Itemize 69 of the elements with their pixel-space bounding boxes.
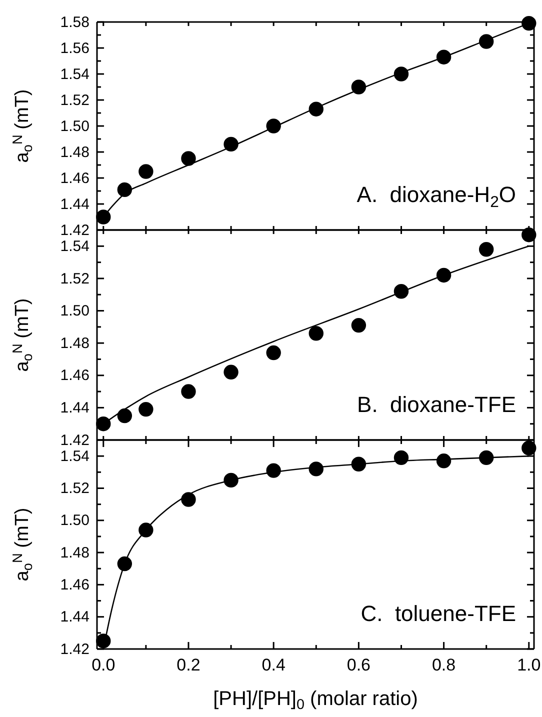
point <box>266 345 281 360</box>
y-tick-label: 1.50 <box>60 118 90 135</box>
x-tick-label: 0.8 <box>432 656 456 675</box>
y-tick-label: 1.42 <box>60 640 90 658</box>
y-tick-label: 1.48 <box>60 544 90 562</box>
y-tick-label: 1.48 <box>60 334 90 352</box>
point <box>522 228 536 242</box>
x-axis-title: [PH]/[PH]$_{0}$ (molar ratio) <box>213 688 418 714</box>
y-tick-label: 1.44 <box>60 196 90 213</box>
y-tick-label: 1.42 <box>60 222 90 239</box>
y-tick-label: 1.58 <box>60 14 90 31</box>
y-tick-label: 1.46 <box>60 576 90 594</box>
y-tick-label: 1.44 <box>60 608 90 626</box>
point <box>117 182 132 198</box>
point <box>436 454 452 468</box>
x-tick-label: 1.0 <box>517 656 541 675</box>
point <box>224 364 238 380</box>
point <box>181 492 196 507</box>
y-tick-label: 1.46 <box>60 170 90 187</box>
point <box>351 456 366 472</box>
point <box>138 402 154 417</box>
point <box>478 34 494 49</box>
y-tick-label: 1.54 <box>60 66 90 83</box>
x-tick-label: 0.2 <box>176 656 200 675</box>
point <box>117 408 132 424</box>
point <box>117 556 132 572</box>
point <box>266 463 281 478</box>
y-tick-label: 1.54 <box>60 448 90 465</box>
point <box>96 416 111 432</box>
point <box>436 50 452 64</box>
point <box>351 318 366 333</box>
point <box>394 284 409 299</box>
point <box>394 66 409 82</box>
y-tick-label: 1.52 <box>60 270 90 288</box>
x-tick-label: 0.0 <box>92 656 116 675</box>
point <box>308 462 324 476</box>
y-tick-label: 1.48 <box>60 144 90 161</box>
point <box>308 102 324 116</box>
point <box>138 164 154 179</box>
point <box>308 326 324 341</box>
point <box>522 440 536 456</box>
point <box>436 268 452 283</box>
annotation: A. dioxane-H$_{2}$O <box>356 182 516 211</box>
annotation: C. toluene-TFE <box>360 601 516 626</box>
y-tick-label: 1.50 <box>60 302 90 320</box>
point <box>522 16 536 31</box>
point <box>96 634 111 648</box>
x-tick-label: 0.4 <box>262 656 286 675</box>
annotation: B. dioxane-TFE <box>357 392 516 417</box>
point <box>478 450 494 466</box>
y-tick-label: 1.44 <box>60 399 90 416</box>
point <box>266 118 281 134</box>
y-tick-label: 1.50 <box>60 512 90 530</box>
point <box>138 522 154 538</box>
point <box>478 242 494 257</box>
y-tick-label: 1.46 <box>60 367 90 384</box>
point <box>181 151 196 166</box>
point <box>394 450 409 466</box>
x-tick-label: 0.6 <box>346 656 371 675</box>
point <box>224 472 238 488</box>
point <box>224 136 238 152</box>
y-tick-label: 1.52 <box>60 480 90 498</box>
y-tick-label: 1.54 <box>60 238 90 255</box>
point <box>96 210 111 224</box>
point <box>351 80 366 94</box>
y-tick-label: 1.42 <box>60 432 90 449</box>
y-tick-label: 1.52 <box>60 92 90 109</box>
point <box>181 384 196 399</box>
y-tick-label: 1.56 <box>60 40 90 57</box>
